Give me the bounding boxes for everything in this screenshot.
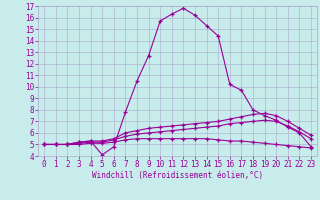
X-axis label: Windchill (Refroidissement éolien,°C): Windchill (Refroidissement éolien,°C) — [92, 171, 263, 180]
